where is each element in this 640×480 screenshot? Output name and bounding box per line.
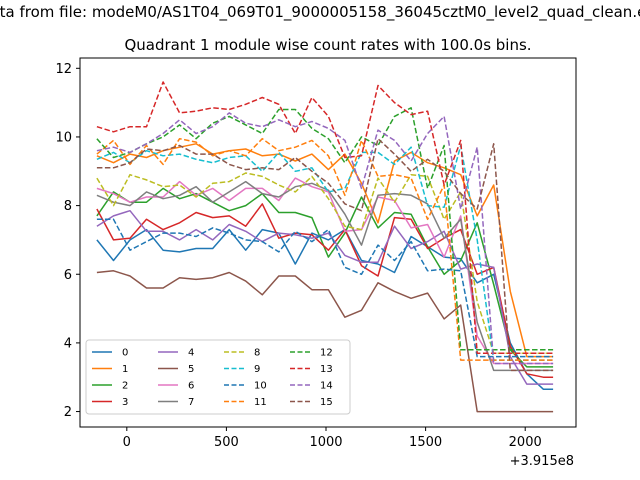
series-line-12 <box>96 107 554 351</box>
x-offset-label: +3.915e8 <box>510 454 574 469</box>
series-line-8 <box>96 172 554 354</box>
legend-label-3: 3 <box>122 397 128 408</box>
legend-label-11: 11 <box>254 397 267 408</box>
x-tick-label: 1000 <box>309 435 342 450</box>
y-tick-label: 4 <box>64 336 72 351</box>
y-tick-label: 12 <box>55 62 72 77</box>
legend-frame <box>85 339 351 415</box>
series-line-15 <box>96 137 554 372</box>
legend-label-1: 1 <box>122 364 128 375</box>
y-tick-label: 8 <box>64 199 72 214</box>
legend-label-12: 12 <box>320 348 333 359</box>
x-tick-label: 2000 <box>509 435 542 450</box>
series-line-5 <box>96 270 554 413</box>
series-line-6 <box>96 177 554 365</box>
series-line-10 <box>96 218 554 358</box>
series-line-13 <box>96 81 554 354</box>
y-tick-label: 2 <box>64 405 72 420</box>
legend-label-5: 5 <box>188 364 194 375</box>
series-line-2 <box>96 187 554 368</box>
legend-label-0: 0 <box>122 348 128 359</box>
y-axis: 2 4 6 8 10 12 <box>55 62 80 420</box>
chart-suptitle: Data from file: modeM0/AS1T04_069T01_900… <box>0 3 640 22</box>
legend-label-6: 6 <box>188 381 194 392</box>
x-axis: 0 500 1000 1500 2000 <box>123 427 542 450</box>
legend-label-10: 10 <box>254 381 267 392</box>
legend-label-7: 7 <box>188 397 194 408</box>
x-tick-label: 0 <box>123 435 131 450</box>
legend-label-15: 15 <box>320 397 333 408</box>
legend-label-2: 2 <box>122 381 128 392</box>
legend-label-8: 8 <box>254 348 260 359</box>
plot-frame <box>79 57 577 428</box>
series-line-9 <box>96 144 554 361</box>
series-line-4 <box>96 209 554 385</box>
series-line-7 <box>96 180 554 372</box>
legend-label-14: 14 <box>320 381 333 392</box>
legend-label-4: 4 <box>188 348 194 359</box>
series-line-3 <box>96 203 554 378</box>
chart-title: Quadrant 1 module wise count rates with … <box>124 36 531 54</box>
x-tick-label: 500 <box>214 435 239 450</box>
legend-label-9: 9 <box>254 364 260 375</box>
x-tick-label: 1500 <box>409 435 442 450</box>
legend-label-13: 13 <box>320 364 333 375</box>
y-tick-label: 6 <box>64 268 72 283</box>
y-tick-label: 10 <box>55 130 72 145</box>
plot-lines <box>96 81 554 413</box>
